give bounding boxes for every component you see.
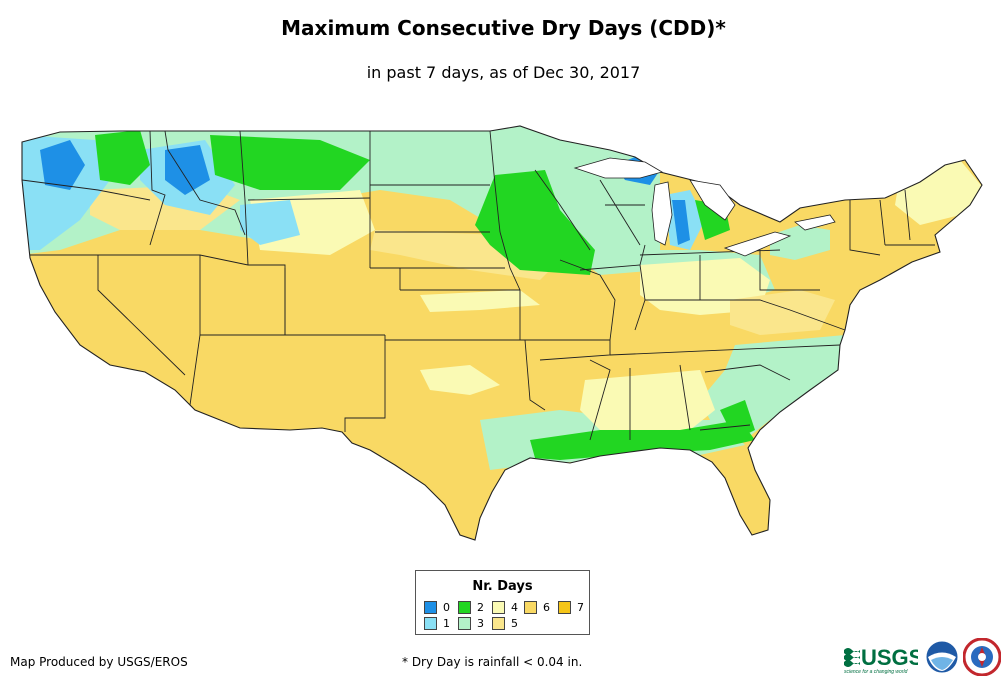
legend-label: 0 (443, 601, 450, 614)
zone-2-day-montana-north (210, 135, 370, 190)
legend-swatch (492, 601, 505, 614)
producer-credit: Map Produced by USGS/EROS (10, 655, 188, 669)
legend-label: 7 (577, 601, 584, 614)
zone-2-day-carolinas (720, 400, 755, 440)
zone-0-day-lake-michigan (672, 200, 690, 245)
legend-label: 1 (443, 617, 450, 630)
zone-4-days-plains (420, 290, 540, 312)
state-boundaries (21, 130, 935, 441)
usgs-logo: USGS science for a changing world (844, 645, 918, 675)
zone-4-days-southeast (580, 370, 715, 430)
legend-label: 5 (511, 617, 518, 630)
legend-item-0: 0 (424, 601, 450, 614)
legend-swatch (458, 601, 471, 614)
legend: Nr. Days 0 1 2 3 4 5 6 7 (415, 570, 590, 635)
dry-day-footnote: * Dry Day is rainfall < 0.04 in. (402, 655, 583, 669)
nws-logo (963, 638, 1001, 676)
zone-0-day-montana (165, 145, 210, 195)
legend-item-7: 7 (558, 601, 584, 614)
noaa-logo (925, 640, 959, 674)
lake-erie (723, 231, 792, 257)
lake-michigan (651, 181, 673, 246)
zone-0-day-washington (40, 140, 85, 190)
legend-swatch (558, 601, 571, 614)
zone-1-day-wyoming (240, 200, 300, 245)
lake-huron (689, 179, 736, 221)
legend-swatch (458, 617, 471, 630)
legend-item-1: 1 (424, 617, 450, 630)
legend-swatch (424, 601, 437, 614)
zone-3-days-northeast (770, 225, 830, 260)
legend-item-3: 3 (458, 617, 484, 630)
usgs-tagline: science for a changing world (844, 669, 908, 675)
legend-swatch (424, 617, 437, 630)
zone-5-days-midatlantic (730, 290, 835, 335)
legend-item-6: 6 (524, 601, 550, 614)
legend-label: 4 (511, 601, 518, 614)
lake-superior (573, 157, 664, 179)
zone-2-day-gulf-coast (530, 420, 755, 460)
legend-item-5: 5 (492, 617, 518, 630)
map-title: Maximum Consecutive Dry Days (CDD)* (281, 16, 726, 40)
map-subtitle: in past 7 days, as of Dec 30, 2017 (366, 63, 641, 82)
legend-label: 6 (543, 601, 550, 614)
legend-swatch (524, 601, 537, 614)
legend-item-2: 2 (458, 601, 484, 614)
legend-title: Nr. Days (472, 579, 533, 594)
zone-4-days-texas (420, 365, 500, 395)
zone-2-day-northern-rockies (95, 130, 150, 185)
legend-swatch (492, 617, 505, 630)
usgs-wordmark: USGS (861, 645, 918, 670)
legend-label: 2 (477, 601, 484, 614)
lake-ontario (794, 214, 836, 231)
legend-item-4: 4 (492, 601, 518, 614)
legend-label: 3 (477, 617, 484, 630)
